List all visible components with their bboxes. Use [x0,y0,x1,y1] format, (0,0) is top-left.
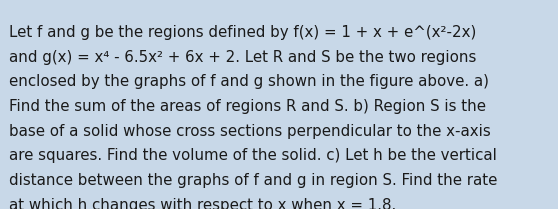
Text: Let f and g be the regions defined by f(x) = 1 + x + e^(x²-2x): Let f and g be the regions defined by f(… [9,25,477,40]
Text: at which h changes with respect to x when x = 1.8.: at which h changes with respect to x whe… [9,198,396,209]
Text: distance between the graphs of f and g in region S. Find the rate: distance between the graphs of f and g i… [9,173,497,188]
Text: Find the sum of the areas of regions R and S. b) Region S is the: Find the sum of the areas of regions R a… [9,99,486,114]
Text: and g(x) = x⁴ - 6.5x² + 6x + 2. Let R and S be the two regions: and g(x) = x⁴ - 6.5x² + 6x + 2. Let R an… [9,50,477,65]
Text: enclosed by the graphs of f and g shown in the figure above. a): enclosed by the graphs of f and g shown … [9,74,489,89]
Text: are squares. Find the volume of the solid. c) Let h be the vertical: are squares. Find the volume of the soli… [9,148,497,163]
Text: base of a solid whose cross sections perpendicular to the x-axis: base of a solid whose cross sections per… [9,124,490,139]
